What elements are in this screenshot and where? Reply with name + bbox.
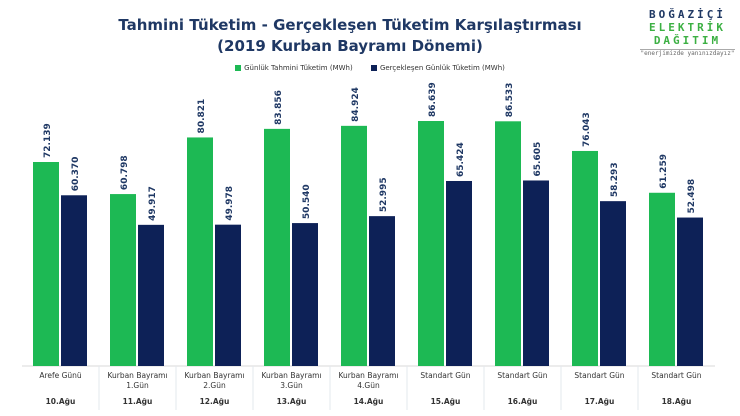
date-label: 16.Ağu [508, 397, 538, 406]
category-label: Standart Gün [574, 371, 624, 380]
bar [138, 224, 164, 366]
bar [418, 120, 444, 367]
date-label: 14.Ağu [354, 397, 384, 406]
logo-line3: DAĞITIM [653, 34, 722, 47]
bar [523, 180, 549, 366]
bar [600, 201, 626, 366]
data-label: 86.639 [428, 82, 438, 117]
category-label: Kurban Bayramı [338, 371, 398, 380]
logo: BOĞAZİÇİ ELEKTRİK DAĞITIM "enerjimizde y… [640, 8, 735, 57]
category-label: Kurban Bayramı [107, 371, 167, 380]
bar [572, 150, 598, 366]
data-label: 61.259 [659, 154, 669, 189]
data-label: 65.605 [533, 142, 543, 177]
bar [369, 216, 395, 366]
data-label: 84.924 [351, 87, 361, 122]
date-label: 12.Ağu [200, 397, 230, 406]
category-label: 2.Gün [203, 381, 226, 390]
data-label: 50.540 [302, 184, 312, 219]
category-label: Kurban Bayramı [261, 371, 321, 380]
category-label: Standart Gün [420, 371, 470, 380]
data-label: 52.498 [687, 179, 697, 214]
bar [677, 217, 703, 366]
legend-label: Gerçekleşen Günlük Tüketim (MWh) [379, 64, 505, 72]
date-label: 17.Ağu [585, 397, 615, 406]
data-label: 65.424 [456, 142, 466, 177]
data-label: 86.533 [505, 83, 515, 118]
data-label: 72.139 [43, 123, 53, 158]
logo-line1: BOĞAZİÇİ [649, 8, 726, 21]
data-label: 60.370 [71, 157, 81, 192]
date-label: 11.Ağu [123, 397, 153, 406]
category-label: Kurban Bayramı [184, 371, 244, 380]
bar [446, 180, 472, 366]
data-label: 83.856 [274, 90, 284, 125]
data-label: 60.798 [120, 155, 130, 190]
bar [495, 121, 521, 366]
data-label: 49.978 [225, 186, 235, 221]
bar [215, 224, 241, 366]
legend-item-actual: Gerçekleşen Günlük Tüketim (MWh) [370, 64, 505, 72]
data-label: 49.917 [148, 186, 158, 221]
data-label: 58.293 [610, 162, 620, 197]
data-label: 80.821 [197, 99, 207, 134]
category-label: Standart Gün [497, 371, 547, 380]
logo-slogan: "enerjimizde yanınızdayız" [640, 49, 735, 57]
chart-subtitle: (2019 Kurban Bayramı Dönemi) [217, 37, 483, 55]
bar [61, 195, 87, 366]
date-label: 18.Ağu [662, 397, 692, 406]
bar [187, 137, 213, 366]
bar [341, 125, 367, 366]
bar [649, 192, 675, 366]
legend-swatch [370, 65, 377, 71]
date-label: 15.Ağu [431, 397, 461, 406]
category-label: Arefe Günü [39, 371, 82, 380]
category-label: 3.Gün [280, 381, 303, 390]
logo-line2: ELEKTRİK [649, 21, 726, 34]
legend-item-forecast: Günlük Tahmini Tüketim (MWh) [235, 64, 353, 72]
bar [292, 223, 318, 366]
legend-swatch [235, 65, 242, 71]
bar [33, 162, 59, 366]
category-label: 4.Gün [357, 381, 380, 390]
legend-label: Günlük Tahmini Tüketim (MWh) [244, 64, 353, 72]
chart-title: Tahmini Tüketim - Gerçekleşen Tüketim Ka… [118, 16, 582, 34]
category-label: 1.Gün [126, 381, 149, 390]
category-label: Standart Gün [651, 371, 701, 380]
date-label: 10.Ağu [46, 397, 76, 406]
date-label: 13.Ağu [277, 397, 307, 406]
legend: Günlük Tahmini Tüketim (MWh) Gerçekleşen… [0, 64, 740, 72]
data-label: 76.043 [582, 112, 592, 147]
data-label: 52.995 [379, 177, 389, 212]
bar [264, 128, 290, 366]
bar [110, 194, 136, 366]
